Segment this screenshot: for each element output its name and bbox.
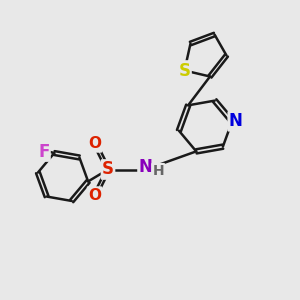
Text: N: N bbox=[229, 112, 243, 130]
Text: S: S bbox=[178, 61, 190, 80]
Text: H: H bbox=[152, 164, 164, 178]
Text: S: S bbox=[102, 160, 114, 178]
Text: O: O bbox=[88, 136, 101, 152]
Text: N: N bbox=[139, 158, 152, 175]
Text: F: F bbox=[38, 142, 50, 160]
Text: O: O bbox=[88, 188, 101, 202]
